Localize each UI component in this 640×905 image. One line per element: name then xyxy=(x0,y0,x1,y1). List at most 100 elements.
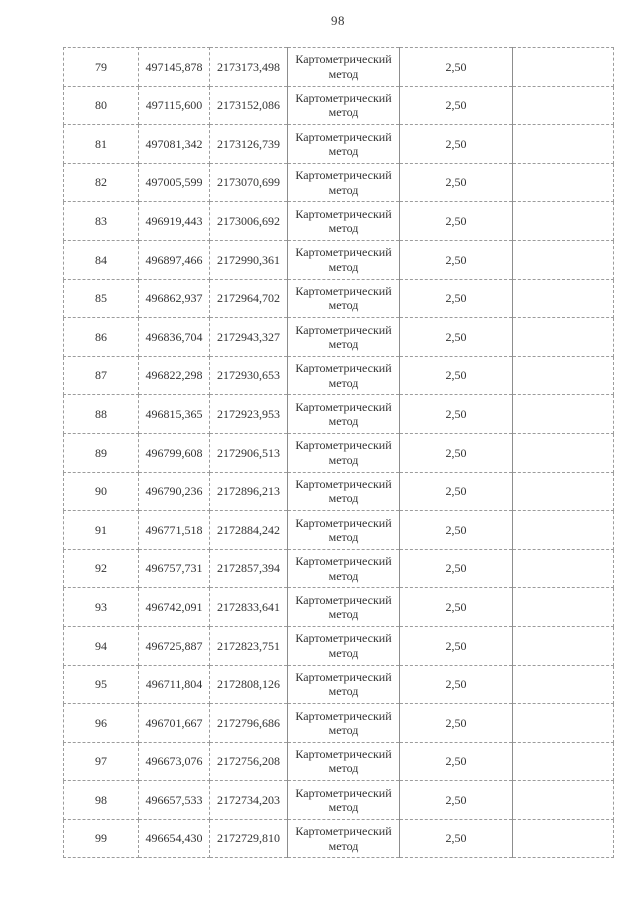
cell-precision: 2,50 xyxy=(399,703,513,743)
cell-note xyxy=(512,664,614,705)
cell-coordinate-y: 2172964,702 xyxy=(209,278,288,319)
cell-method: Картометрический метод xyxy=(287,432,400,473)
cell-method: Картометрический метод xyxy=(287,780,400,820)
cell-coordinate-y: 2172906,513 xyxy=(209,432,288,473)
cell-point-number: 88 xyxy=(63,394,139,434)
cell-coordinate-x: 496862,937 xyxy=(138,278,210,319)
cell-point-number: 94 xyxy=(63,625,139,666)
cell-note xyxy=(512,432,614,473)
cell-coordinate-y: 2173070,699 xyxy=(209,162,288,203)
cell-note xyxy=(512,124,614,164)
table-row: 94 496725,887 2172823,751 Картометрический … xyxy=(63,625,614,666)
cell-note xyxy=(512,278,614,319)
cell-precision: 2,50 xyxy=(399,625,513,666)
cell-point-number: 79 xyxy=(63,47,139,87)
cell-point-number: 80 xyxy=(63,85,139,126)
cell-precision: 2,50 xyxy=(399,587,513,627)
cell-method: Картометрический метод xyxy=(287,278,400,319)
cell-note xyxy=(512,162,614,203)
cell-note xyxy=(512,85,614,126)
table-row: 91 496771,518 2172884,242 Картометрический … xyxy=(63,510,614,550)
cell-precision: 2,50 xyxy=(399,85,513,126)
cell-coordinate-x: 497081,342 xyxy=(138,124,210,164)
cell-method: Картометрический метод xyxy=(287,239,400,280)
cell-method: Картометрический метод xyxy=(287,818,400,859)
cell-point-number: 90 xyxy=(63,471,139,512)
cell-coordinate-x: 496790,236 xyxy=(138,471,210,512)
cell-coordinate-x: 497115,600 xyxy=(138,85,210,126)
cell-coordinate-y: 2172896,213 xyxy=(209,471,288,512)
cell-coordinate-x: 496657,533 xyxy=(138,780,210,820)
cell-note xyxy=(512,703,614,743)
cell-coordinate-y: 2172990,361 xyxy=(209,239,288,280)
cell-method: Картометрический метод xyxy=(287,317,400,357)
cell-coordinate-y: 2172833,641 xyxy=(209,587,288,627)
table-row: 82 497005,599 2173070,699 Картометрический … xyxy=(63,162,614,203)
cell-method: Картометрический метод xyxy=(287,625,400,666)
cell-coordinate-y: 2172943,327 xyxy=(209,317,288,357)
cell-note xyxy=(512,47,614,87)
cell-method: Картометрический метод xyxy=(287,587,400,627)
cell-note xyxy=(512,625,614,666)
cell-precision: 2,50 xyxy=(399,471,513,512)
cell-coordinate-x: 496897,466 xyxy=(138,239,210,280)
cell-coordinate-x: 496673,076 xyxy=(138,741,210,782)
table-row: 80 497115,600 2173152,086 Картометрический … xyxy=(63,85,614,126)
cell-method: Картометрический метод xyxy=(287,85,400,126)
table-row: 89 496799,608 2172906,513 Картометрический … xyxy=(63,432,614,473)
cell-coordinate-y: 2172857,394 xyxy=(209,548,288,589)
cell-point-number: 95 xyxy=(63,664,139,705)
cell-coordinate-y: 2172823,751 xyxy=(209,625,288,666)
cell-coordinate-y: 2172756,208 xyxy=(209,741,288,782)
cell-note xyxy=(512,394,614,434)
cell-precision: 2,50 xyxy=(399,432,513,473)
cell-method: Картометрический метод xyxy=(287,394,400,434)
cell-coordinate-x: 496711,804 xyxy=(138,664,210,705)
cell-point-number: 83 xyxy=(63,201,139,241)
cell-precision: 2,50 xyxy=(399,239,513,280)
cell-method: Картометрический метод xyxy=(287,664,400,705)
cell-coordinate-x: 496725,887 xyxy=(138,625,210,666)
cell-coordinate-y: 2172808,126 xyxy=(209,664,288,705)
cell-coordinate-y: 2173152,086 xyxy=(209,85,288,126)
table-row: 99 496654,430 2172729,810 Картометрический … xyxy=(63,818,614,859)
cell-method: Картометрический метод xyxy=(287,162,400,203)
cell-note xyxy=(512,780,614,820)
table-row: 88 496815,365 2172923,953 Картометрический … xyxy=(63,394,614,434)
cell-coordinate-x: 497005,599 xyxy=(138,162,210,203)
cell-point-number: 81 xyxy=(63,124,139,164)
table-row: 87 496822,298 2172930,653 Картометрический … xyxy=(63,355,614,396)
cell-note xyxy=(512,741,614,782)
cell-point-number: 87 xyxy=(63,355,139,396)
cell-coordinate-y: 2173126,739 xyxy=(209,124,288,164)
cell-coordinate-x: 496771,518 xyxy=(138,510,210,550)
table-row: 92 496757,731 2172857,394 Картометрический … xyxy=(63,548,614,589)
cell-coordinate-x: 496701,667 xyxy=(138,703,210,743)
cell-coordinate-x: 496815,365 xyxy=(138,394,210,434)
cell-note xyxy=(512,201,614,241)
table-row: 98 496657,533 2172734,203 Картометрический … xyxy=(63,780,614,820)
table-row: 86 496836,704 2172943,327 Картометрический … xyxy=(63,317,614,357)
cell-point-number: 86 xyxy=(63,317,139,357)
cell-coordinate-y: 2172930,653 xyxy=(209,355,288,396)
cell-method: Картометрический метод xyxy=(287,741,400,782)
table-row: 95 496711,804 2172808,126 Картометрический … xyxy=(63,664,614,705)
cell-coordinate-x: 496919,443 xyxy=(138,201,210,241)
cell-precision: 2,50 xyxy=(399,394,513,434)
cell-note xyxy=(512,355,614,396)
cell-note xyxy=(512,818,614,859)
cell-precision: 2,50 xyxy=(399,355,513,396)
cell-precision: 2,50 xyxy=(399,162,513,203)
table-row: 81 497081,342 2173126,739 Картометрический … xyxy=(63,124,614,164)
cell-method: Картометрический метод xyxy=(287,548,400,589)
cell-precision: 2,50 xyxy=(399,664,513,705)
cell-method: Картометрический метод xyxy=(287,124,400,164)
cell-precision: 2,50 xyxy=(399,317,513,357)
cell-coordinate-x: 496822,298 xyxy=(138,355,210,396)
cell-method: Картометрический метод xyxy=(287,471,400,512)
cell-point-number: 91 xyxy=(63,510,139,550)
table-row: 79 497145,878 2173173,498 Картометрический … xyxy=(63,47,614,87)
cell-point-number: 99 xyxy=(63,818,139,859)
table-row: 93 496742,091 2172833,641 Картометрический … xyxy=(63,587,614,627)
cell-point-number: 82 xyxy=(63,162,139,203)
